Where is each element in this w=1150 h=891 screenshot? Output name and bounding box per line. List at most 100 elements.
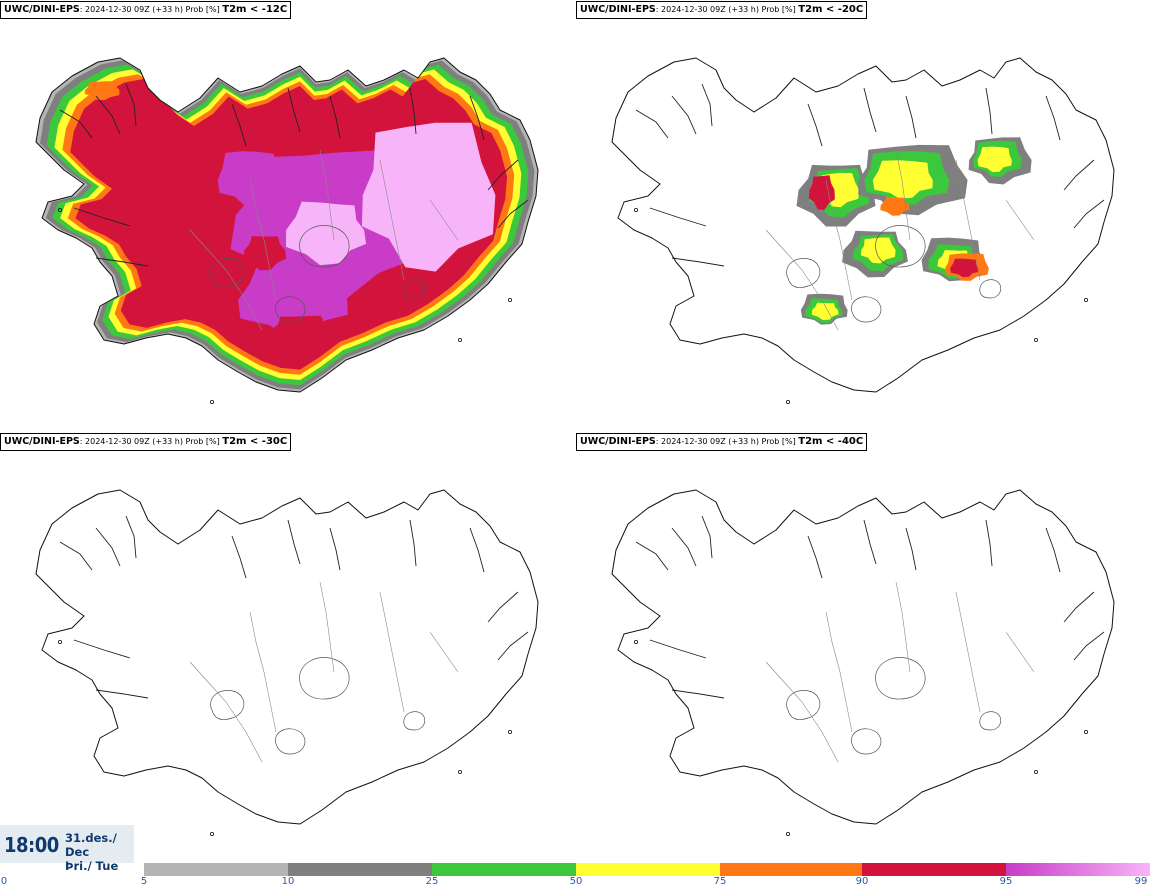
island [1083, 729, 1088, 734]
island [1033, 337, 1038, 342]
fjord-line [95, 527, 121, 567]
probability-fill [36, 58, 538, 392]
fjord-line [487, 159, 519, 191]
iceland-map [35, 489, 539, 836]
fjord-line [95, 257, 149, 267]
valid-time: 18:00 [4, 833, 59, 857]
fjord-line [985, 87, 993, 135]
prob-area-yellow [811, 302, 839, 320]
fjord-line [469, 95, 485, 141]
map-panel-t2m-40: UWC/DINI-EPS: 2024-12-30 09Z (+33 h) Pro… [576, 432, 1150, 862]
prob-area-yellow [872, 160, 933, 199]
glacier-outline [786, 258, 821, 288]
fjord-line [1073, 199, 1105, 229]
glacier-outline [851, 296, 882, 323]
legend-tick: 90 [855, 876, 869, 887]
fjord-line [807, 103, 823, 147]
fjord-line [287, 519, 301, 565]
legend-tick: 5 [140, 876, 148, 887]
fjord-line [985, 519, 993, 567]
prob-area-red [243, 236, 287, 271]
river-line [895, 581, 911, 673]
island [785, 399, 790, 404]
fjord-line [863, 519, 877, 565]
fjord-line [649, 207, 707, 227]
river-line [189, 661, 263, 763]
island [1033, 769, 1038, 774]
island [58, 207, 63, 212]
legend-tick: 95 [999, 876, 1013, 887]
river-line [955, 591, 981, 713]
river-line [429, 631, 459, 673]
probability-legend: 0 5 10 25 50 75 90 95 99 [0, 860, 1150, 891]
panel-title: UWC/DINI-EPS: 2024-12-30 09Z (+33 h) Pro… [0, 1, 292, 19]
river-line [249, 611, 277, 733]
glacier-outline [299, 657, 350, 700]
fjord-line [59, 109, 93, 139]
legend-tick: 99 [1134, 876, 1148, 887]
fjord-line [635, 541, 669, 571]
panel-title: UWC/DINI-EPS: 2024-12-30 09Z (+33 h) Pro… [576, 433, 868, 451]
glacier-outline [851, 728, 882, 755]
glacier-outline [403, 711, 426, 731]
river-line [429, 199, 459, 241]
fjord-line [1073, 631, 1105, 661]
glacier-outline [875, 225, 926, 268]
fjord-line [701, 515, 713, 559]
prob-area-red [268, 315, 335, 351]
legend-bar-5-10 [144, 863, 288, 876]
glacier-outline [875, 657, 926, 700]
prob-area-pink [361, 122, 496, 272]
legend-bar-75-90 [720, 863, 862, 876]
iceland-map [611, 489, 1115, 836]
legend-tick: 50 [569, 876, 583, 887]
glacier-outline [403, 279, 426, 299]
prob-area-orange [84, 81, 120, 101]
fjord-line [1063, 159, 1095, 191]
legend-bar-25-50 [432, 863, 576, 876]
legend-bar-90-95 [862, 863, 1006, 876]
fjord-line [409, 87, 417, 135]
fjord-line [497, 631, 529, 661]
fjord-line [649, 639, 707, 659]
fjord-line [905, 527, 917, 571]
river-line [379, 591, 405, 713]
fjord-line [863, 87, 877, 133]
fjord-line [329, 527, 341, 571]
river-line [765, 229, 839, 331]
fjord-line [671, 527, 697, 567]
island [785, 831, 790, 836]
prob-area-orange [880, 196, 910, 216]
legend-tick: 25 [425, 876, 439, 887]
fjord-line [497, 199, 529, 229]
river-line [319, 581, 335, 673]
fjord-line [95, 95, 121, 135]
fjord-line [59, 541, 93, 571]
prob-area-yellow [860, 237, 896, 264]
map-panel-t2m-20: UWC/DINI-EPS: 2024-12-30 09Z (+33 h) Pro… [576, 0, 1150, 430]
river-line [825, 179, 853, 301]
glacier-outline [275, 728, 306, 755]
fjord-line [73, 207, 131, 227]
coastline [35, 489, 539, 825]
fjord-line [487, 591, 519, 623]
river-line [189, 229, 263, 331]
island [507, 729, 512, 734]
fjord-line [671, 257, 725, 267]
panel-title: UWC/DINI-EPS: 2024-12-30 09Z (+33 h) Pro… [576, 1, 868, 19]
coastline [35, 57, 539, 393]
fjord-line [701, 83, 713, 127]
glacier-outline [979, 711, 1002, 731]
fjord-line [671, 689, 725, 699]
fjord-line [231, 103, 247, 147]
fjord-line [671, 95, 697, 135]
river-line [1005, 631, 1035, 673]
valid-date: 31.des./ Dec Þri./ Tue [65, 831, 134, 873]
river-line [765, 661, 839, 763]
legend-tick: 10 [281, 876, 295, 887]
glacier-outline [210, 690, 245, 720]
valid-date-line2: Þri./ Tue [65, 859, 119, 873]
coastline [611, 57, 1115, 393]
island [1083, 297, 1088, 302]
prob-area-magenta [217, 151, 281, 205]
